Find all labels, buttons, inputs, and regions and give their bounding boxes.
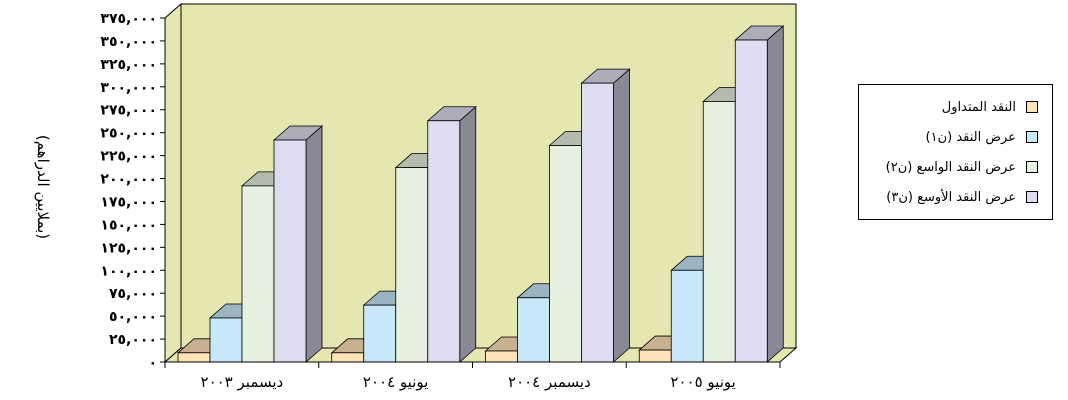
legend-swatch <box>1026 161 1038 173</box>
x-tick-label: يونيو ٢٠٠٥ <box>670 373 735 391</box>
y-tick-label: ٣٠٠,٠٠٠ <box>100 80 157 96</box>
bar <box>580 68 631 363</box>
side-wall <box>164 2 182 364</box>
y-tick-label: ٢٢٥,٠٠٠ <box>100 149 157 165</box>
y-tick-label: ١٧٥,٠٠٠ <box>100 194 157 210</box>
y-axis-label: (بملايين الدراهم) <box>34 135 52 239</box>
bar <box>734 25 785 363</box>
x-tick-label: يونيو ٢٠٠٤ <box>363 373 428 391</box>
bars <box>176 25 785 363</box>
legend: النقد المتداول عرض النقد (ن١) عرض النقد ال… <box>858 84 1053 220</box>
y-tick-label: ٧٥,٠٠٠ <box>109 286 157 302</box>
legend-item: عرض النقد الواسع (ن٢) <box>886 157 1038 177</box>
y-axis: ٠ ٢٥,٠٠٠ ٥٠,٠٠٠ ٧٥,٠٠٠ ١٠٠,٠٠٠ ١٢٥,٠٠٠ ١٥٠,٠٠٠… <box>100 11 166 371</box>
legend-label: عرض النقد الأوسع (ن٣) <box>886 189 1016 205</box>
legend-item: النقد المتداول <box>942 97 1038 117</box>
legend-swatch <box>1026 101 1038 113</box>
y-tick-label: ٠ <box>148 355 157 371</box>
y-tick-label: ٣٧٥,٠٠٠ <box>100 11 157 27</box>
x-axis: ديسمبر ٢٠٠٣ يونيو ٢٠٠٤ ديسمبر ٢٠٠٤ يونيو ٢٠… <box>164 361 781 391</box>
legend-swatch <box>1026 131 1038 143</box>
legend-item: عرض النقد الأوسع (ن٣) <box>886 187 1038 207</box>
y-tick-label: ٢٠٠,٠٠٠ <box>100 172 157 188</box>
y-tick-label: ٢٧٥,٠٠٠ <box>100 103 157 119</box>
bar <box>426 105 477 363</box>
x-tick-label: ديسمبر ٢٠٠٣ <box>201 373 284 391</box>
y-tick-label: ٣٢٥,٠٠٠ <box>100 57 157 73</box>
legend-swatch <box>1026 191 1038 203</box>
y-tick-label: ٢٥٠,٠٠٠ <box>100 126 157 142</box>
legend-label: النقد المتداول <box>941 99 1016 115</box>
y-tick-label: ٣٥٠,٠٠٠ <box>100 34 157 50</box>
y-tick-label: ٢٥,٠٠٠ <box>109 332 157 348</box>
bar <box>272 125 324 363</box>
x-tick-label: ديسمبر ٢٠٠٤ <box>508 373 591 391</box>
legend-item: عرض النقد (ن١) <box>925 127 1038 147</box>
y-tick-label: ٥٠,٠٠٠ <box>109 309 157 325</box>
legend-label: عرض النقد الواسع (ن٢) <box>885 159 1016 175</box>
y-tick-label: ١٢٥,٠٠٠ <box>100 240 157 256</box>
y-tick-label: ١٠٠,٠٠٠ <box>100 263 157 279</box>
y-tick-label: ١٥٠,٠٠٠ <box>100 217 157 233</box>
legend-label: عرض النقد (ن١) <box>925 129 1017 145</box>
